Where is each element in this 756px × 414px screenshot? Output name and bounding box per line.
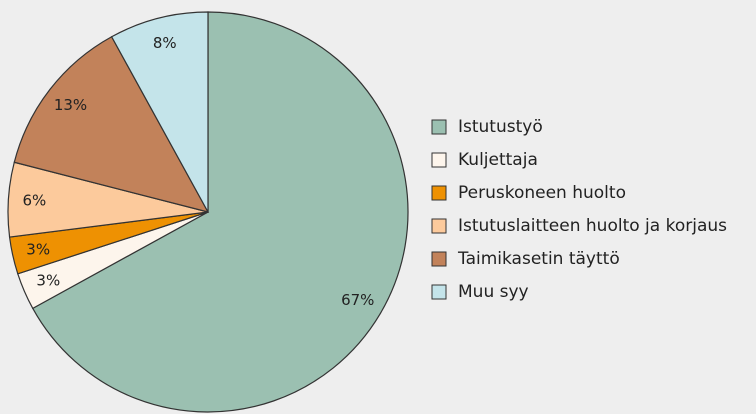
data-label: 3%: [36, 272, 60, 290]
legend-label: Istutuslaitteen huolto ja korjaus: [458, 216, 727, 236]
legend-swatch: [431, 284, 447, 300]
legend-label: Kuljettaja: [458, 150, 538, 170]
data-label: 8%: [153, 34, 177, 52]
legend-label: Peruskoneen huolto: [458, 183, 626, 203]
legend-swatch: [431, 152, 447, 168]
data-label: 3%: [26, 240, 50, 258]
pie-slice: [13, 35, 210, 213]
legend-label: Istutustyö: [458, 117, 543, 137]
pie-slice: [31, 11, 409, 413]
legend-swatch: [431, 185, 447, 201]
legend-label: Taimikasetin täyttö: [457, 249, 620, 269]
legend-swatch: [431, 251, 447, 267]
data-label: 6%: [22, 192, 46, 210]
data-label: 13%: [54, 96, 87, 114]
data-label: 67%: [341, 291, 374, 309]
legend-swatch: [431, 218, 447, 234]
legend-swatch: [431, 119, 447, 135]
legend-label: Muu syy: [458, 282, 529, 302]
pie-slice: [110, 11, 209, 213]
